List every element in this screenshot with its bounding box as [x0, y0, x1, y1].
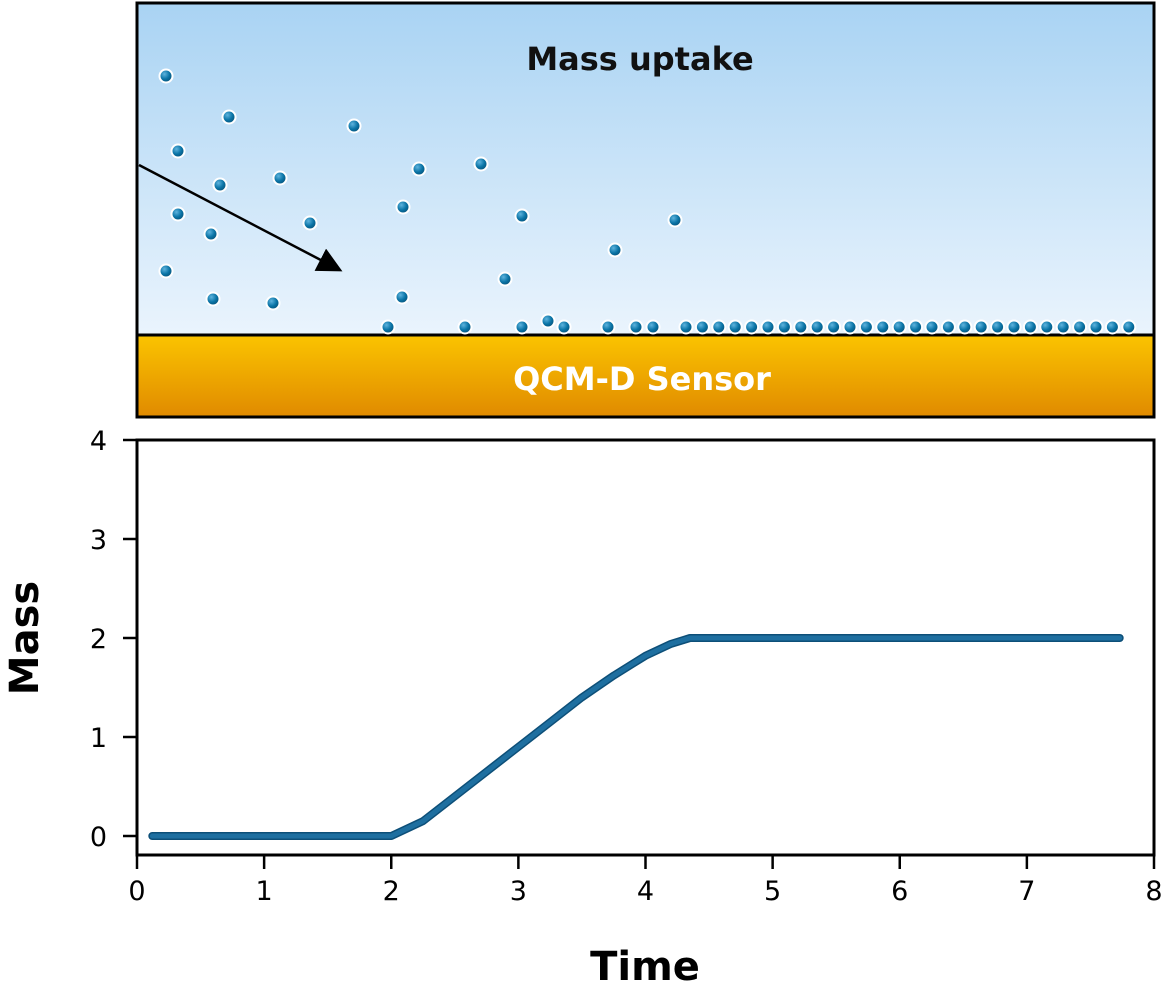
y-axis-label: Mass [2, 581, 48, 695]
illustration-panel: Mass uptake QCM-D Sensor [135, 1, 1156, 419]
particle [760, 319, 776, 335]
particle [1072, 319, 1088, 335]
x-axis-label: Time [590, 944, 700, 990]
particle [1121, 319, 1137, 335]
particle [667, 212, 683, 228]
particle [212, 177, 228, 193]
particles-group [158, 68, 1137, 335]
particle [1039, 319, 1055, 335]
illustration-title: Mass uptake [526, 40, 753, 78]
particle [302, 215, 318, 231]
illustration-frame [135, 1, 1156, 419]
particle [395, 199, 411, 215]
particle [908, 319, 924, 335]
particle [473, 156, 489, 172]
particle [793, 319, 809, 335]
x-tick-label: 4 [637, 876, 654, 907]
x-tick-label: 0 [128, 876, 145, 907]
particle [645, 319, 661, 335]
particle [205, 291, 221, 307]
particle [694, 319, 710, 335]
particle [394, 289, 410, 305]
x-tick-label: 8 [1145, 876, 1162, 907]
particle [1006, 319, 1022, 335]
particle [957, 319, 973, 335]
particle [858, 319, 874, 335]
particle [776, 319, 792, 335]
x-axis: 0 1 2 3 4 5 6 7 8 [128, 855, 1163, 907]
x-tick-label: 1 [256, 876, 273, 907]
particle [1104, 319, 1120, 335]
particle [221, 109, 237, 125]
flow-arrow [138, 163, 343, 272]
particle [727, 319, 743, 335]
particle [891, 319, 907, 335]
particle [842, 319, 858, 335]
particle [826, 319, 842, 335]
y-tick-label: 0 [90, 822, 107, 853]
y-tick-label: 3 [90, 525, 107, 556]
sensor-label: QCM-D Sensor [513, 360, 771, 398]
chart-panel: 0 1 2 3 4 5 6 7 8 0 1 2 3 4 Time Mass [2, 426, 1163, 990]
particle [170, 143, 186, 159]
particle [809, 319, 825, 335]
particle [411, 161, 427, 177]
particle [158, 68, 174, 84]
y-tick-label: 2 [90, 624, 107, 655]
particle [514, 319, 530, 335]
particle [540, 313, 556, 329]
particle [1055, 319, 1071, 335]
y-tick-label: 1 [90, 723, 107, 754]
y-axis: 0 1 2 3 4 [90, 426, 137, 853]
particle [514, 208, 530, 224]
particle [556, 319, 572, 335]
mass-series-line [149, 635, 1123, 839]
particle [711, 319, 727, 335]
particle [170, 206, 186, 222]
particle [924, 319, 940, 335]
x-tick-label: 2 [383, 876, 400, 907]
particle [940, 319, 956, 335]
plot-frame [135, 438, 1156, 857]
x-tick-label: 3 [510, 876, 527, 907]
particle [203, 226, 219, 242]
particle [678, 319, 694, 335]
particle [272, 170, 288, 186]
particle [380, 319, 396, 335]
series-layer [148, 634, 1124, 840]
particle [990, 319, 1006, 335]
x-tick-label: 5 [764, 876, 781, 907]
particle [973, 319, 989, 335]
particle [1022, 319, 1038, 335]
sensor-region [137, 335, 1154, 417]
particle [158, 263, 174, 279]
particle [265, 295, 281, 311]
solution-region [137, 3, 1154, 335]
series-line-outline [148, 634, 1124, 840]
particle [1088, 319, 1104, 335]
particle [457, 319, 473, 335]
particle [875, 319, 891, 335]
particle [628, 319, 644, 335]
particle [600, 319, 616, 335]
particle [607, 242, 623, 258]
x-tick-label: 6 [891, 876, 908, 907]
x-tick-label: 7 [1018, 876, 1035, 907]
particle [497, 271, 513, 287]
particle [346, 118, 362, 134]
y-tick-label: 4 [90, 426, 107, 457]
particle [744, 319, 760, 335]
